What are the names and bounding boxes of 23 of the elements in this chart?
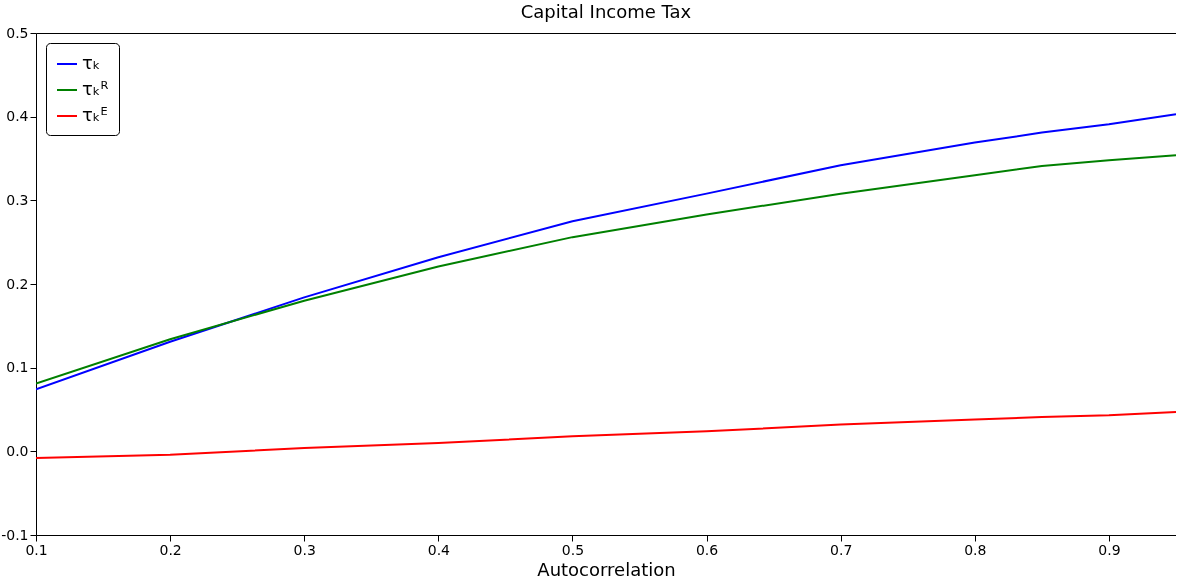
y-tick-label: 0.5 — [6, 24, 29, 41]
y-tick-label: 0.1 — [6, 359, 29, 376]
chart-title: Capital Income Tax — [520, 1, 692, 22]
y-tick-label: 0.4 — [6, 108, 29, 125]
legend-label: τₖᴿ — [82, 78, 109, 99]
x-tick-label: 0.7 — [830, 541, 853, 558]
line-series — [36, 411, 1176, 460]
x-axis-title: Autocorrelation — [537, 558, 676, 580]
y-tick-label: 0.3 — [6, 191, 29, 208]
y-tick-label: 0.0 — [6, 442, 29, 459]
x-tick-label: 0.4 — [427, 541, 451, 558]
x-tick-label: 0.6 — [695, 541, 719, 558]
line-series — [36, 154, 1176, 385]
x-tick-label: 0.3 — [293, 541, 316, 558]
x-tick-label: 0.9 — [1098, 541, 1121, 558]
legend-label: τₖ — [82, 52, 101, 73]
x-tick-label: 0.1 — [25, 541, 48, 558]
legend-label: τₖᴱ — [82, 104, 108, 125]
y-tick-label: 0.2 — [6, 275, 29, 292]
x-tick-label: 0.8 — [964, 541, 987, 558]
x-tick-label: 0.2 — [159, 541, 182, 558]
y-tick-label: -0.1 — [1, 526, 29, 543]
x-tick-label: 0.5 — [561, 541, 585, 558]
